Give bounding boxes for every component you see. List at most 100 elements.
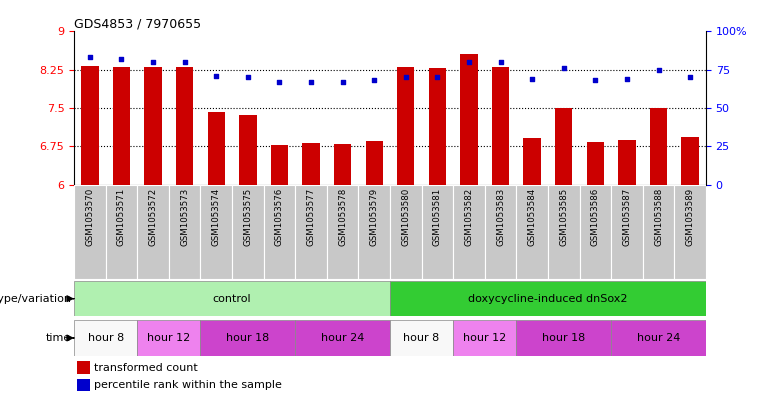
Point: [431, 74, 444, 81]
Point: [495, 59, 507, 65]
Point: [589, 77, 601, 84]
Bar: [548, 185, 580, 279]
Bar: [484, 185, 516, 279]
Text: GSM1053571: GSM1053571: [117, 187, 126, 246]
Text: GSM1053584: GSM1053584: [527, 187, 537, 246]
Bar: [390, 185, 421, 279]
Text: GSM1053589: GSM1053589: [686, 187, 695, 246]
Bar: [168, 185, 200, 279]
Point: [210, 73, 222, 79]
Point: [305, 79, 317, 85]
Bar: [232, 185, 264, 279]
Text: hour 18: hour 18: [226, 333, 269, 343]
Bar: [390, 320, 453, 356]
Bar: [200, 185, 232, 279]
Point: [179, 59, 191, 65]
Bar: [555, 108, 573, 185]
Text: time: time: [46, 333, 71, 343]
Text: hour 24: hour 24: [636, 333, 680, 343]
Bar: [516, 185, 548, 279]
Bar: [77, 361, 90, 373]
Text: hour 24: hour 24: [321, 333, 364, 343]
Point: [242, 74, 254, 81]
Text: control: control: [213, 294, 251, 304]
Point: [463, 59, 475, 65]
Bar: [334, 144, 351, 185]
Bar: [397, 67, 414, 185]
Bar: [264, 185, 295, 279]
Bar: [303, 143, 320, 185]
Bar: [295, 320, 390, 356]
Bar: [460, 54, 477, 185]
Bar: [453, 185, 484, 279]
Text: GSM1053576: GSM1053576: [275, 187, 284, 246]
Bar: [106, 185, 137, 279]
Text: GSM1053570: GSM1053570: [85, 187, 94, 246]
Text: GSM1053572: GSM1053572: [148, 187, 158, 246]
Text: hour 12: hour 12: [463, 333, 506, 343]
Bar: [74, 281, 390, 316]
Bar: [453, 320, 516, 356]
Bar: [421, 185, 453, 279]
Bar: [429, 68, 446, 185]
Point: [399, 74, 412, 81]
Point: [652, 66, 665, 73]
Text: GSM1053575: GSM1053575: [243, 187, 253, 246]
Text: genotype/variation: genotype/variation: [0, 294, 71, 304]
Text: hour 8: hour 8: [403, 333, 440, 343]
Bar: [137, 320, 200, 356]
Text: transformed count: transformed count: [94, 362, 198, 373]
Point: [368, 77, 381, 84]
Text: GSM1053588: GSM1053588: [654, 187, 663, 246]
Text: hour 8: hour 8: [87, 333, 124, 343]
Bar: [619, 140, 636, 185]
Bar: [523, 138, 541, 185]
Point: [115, 56, 128, 62]
Bar: [176, 67, 193, 185]
Text: GSM1053587: GSM1053587: [622, 187, 632, 246]
Text: percentile rank within the sample: percentile rank within the sample: [94, 380, 282, 390]
Text: GSM1053583: GSM1053583: [496, 187, 505, 246]
Bar: [358, 185, 390, 279]
Text: GSM1053581: GSM1053581: [433, 187, 442, 246]
Bar: [200, 320, 295, 356]
Bar: [587, 142, 604, 185]
Bar: [77, 379, 90, 391]
Point: [83, 54, 96, 61]
Bar: [492, 67, 509, 185]
Bar: [74, 320, 137, 356]
Point: [336, 79, 349, 85]
Text: GSM1053586: GSM1053586: [590, 187, 600, 246]
Text: GDS4853 / 7970655: GDS4853 / 7970655: [74, 17, 201, 30]
Text: GSM1053580: GSM1053580: [401, 187, 410, 246]
Point: [684, 74, 697, 81]
Bar: [207, 112, 225, 185]
Text: GSM1053579: GSM1053579: [370, 187, 379, 246]
Text: doxycycline-induced dnSox2: doxycycline-induced dnSox2: [468, 294, 628, 304]
Bar: [271, 145, 288, 185]
Text: GSM1053585: GSM1053585: [559, 187, 569, 246]
Bar: [137, 185, 168, 279]
Bar: [295, 185, 327, 279]
Bar: [612, 320, 706, 356]
Point: [526, 76, 538, 82]
Bar: [516, 320, 612, 356]
Bar: [239, 115, 257, 185]
Point: [273, 79, 285, 85]
Bar: [650, 108, 667, 185]
Text: hour 18: hour 18: [542, 333, 585, 343]
Bar: [74, 185, 106, 279]
Text: GSM1053574: GSM1053574: [211, 187, 221, 246]
Bar: [327, 185, 358, 279]
Bar: [113, 67, 130, 185]
Bar: [682, 137, 699, 185]
Text: GSM1053582: GSM1053582: [464, 187, 473, 246]
Bar: [580, 185, 612, 279]
Bar: [366, 141, 383, 185]
Bar: [390, 281, 706, 316]
Bar: [81, 66, 98, 185]
Text: GSM1053578: GSM1053578: [338, 187, 347, 246]
Point: [621, 76, 633, 82]
Bar: [144, 67, 161, 185]
Text: GSM1053577: GSM1053577: [307, 187, 316, 246]
